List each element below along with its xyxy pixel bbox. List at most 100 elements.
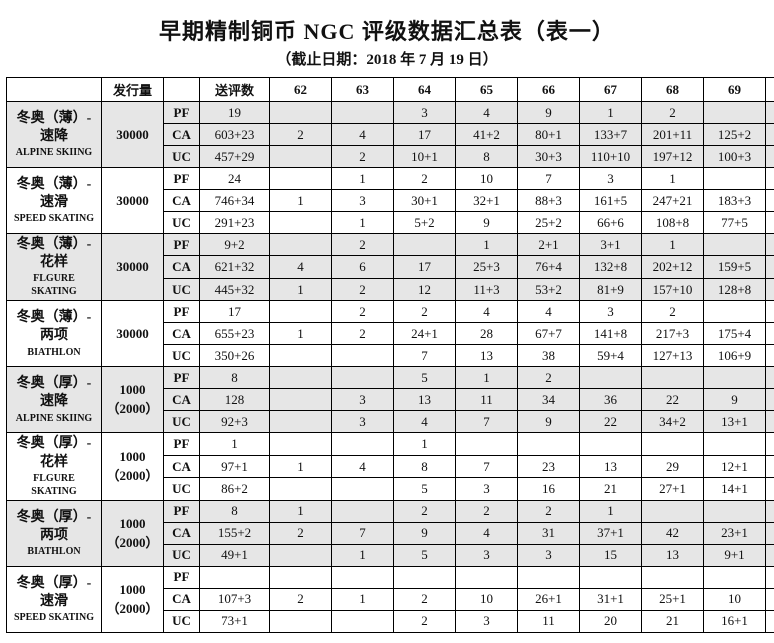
grade-value-cell-63: 4 xyxy=(332,455,394,477)
grade-value-cell-64: 5+2 xyxy=(394,212,456,234)
grade-value-cell-67: 22 xyxy=(580,411,642,433)
grade-value-cell-66: 2 xyxy=(518,367,580,389)
grade-value-cell-67: 110+10 xyxy=(580,146,642,168)
grade-value-cell-69: 9 xyxy=(704,389,766,411)
grade-type-cell: UC xyxy=(164,478,200,500)
grade-type-cell: UC xyxy=(164,345,200,367)
grade-value-cell-68: 217+3 xyxy=(642,323,704,345)
header-grade-67: 67 xyxy=(580,78,642,102)
grade-value-cell-65: 7 xyxy=(456,411,518,433)
grade-value-cell-66: 7 xyxy=(518,168,580,190)
grade-value-cell-66: 3 xyxy=(518,544,580,566)
grade-value-cell-62 xyxy=(270,234,332,256)
grade-type-cell: CA xyxy=(164,323,200,345)
grade-value-cell-68: 2 xyxy=(642,102,704,124)
submit-count-cell: 9+2 xyxy=(200,234,270,256)
grade-value-cell-62 xyxy=(270,610,332,632)
header-submit: 送评数 xyxy=(200,78,270,102)
grade-value-cell-68 xyxy=(642,500,704,522)
submit-count-cell: 19 xyxy=(200,102,270,124)
submit-count-cell: 17 xyxy=(200,301,270,323)
submit-count-cell: 746+34 xyxy=(200,190,270,212)
submit-count-cell: 107+3 xyxy=(200,588,270,610)
grade-value-cell-68: 29 xyxy=(642,455,704,477)
grade-value-cell-65 xyxy=(456,566,518,588)
grade-value-cell-68: 108+8 xyxy=(642,212,704,234)
grade-value-cell-66: 16 xyxy=(518,478,580,500)
grade-value-cell-70 xyxy=(766,168,774,190)
grade-value-cell-67: 59+4 xyxy=(580,345,642,367)
grade-type-cell: UC xyxy=(164,146,200,168)
grade-value-cell-63: 2 xyxy=(332,301,394,323)
grade-type-cell: PF xyxy=(164,301,200,323)
issue-quantity-cell: 30000 xyxy=(102,102,164,168)
grade-type-cell: CA xyxy=(164,389,200,411)
grade-value-cell-65: 32+1 xyxy=(456,190,518,212)
grade-value-cell-66: 9 xyxy=(518,411,580,433)
grade-type-cell: UC xyxy=(164,278,200,300)
grade-value-cell-66 xyxy=(518,433,580,455)
event-name-en: ALPINE SKIING xyxy=(11,412,97,425)
issue-quantity-cell: 1000（2000） xyxy=(102,433,164,500)
grade-value-cell-63 xyxy=(332,500,394,522)
grade-value-cell-64: 13 xyxy=(394,389,456,411)
grade-value-cell-70 xyxy=(766,455,774,477)
grade-value-cell-62 xyxy=(270,212,332,234)
grade-value-cell-66: 23 xyxy=(518,455,580,477)
grade-value-cell-68: 21 xyxy=(642,610,704,632)
grade-value-cell-63 xyxy=(332,566,394,588)
grade-value-cell-67 xyxy=(580,367,642,389)
grade-value-cell-65: 11 xyxy=(456,389,518,411)
grade-value-cell-70 xyxy=(766,367,774,389)
submit-count-cell: 155+2 xyxy=(200,522,270,544)
grade-value-cell-66: 4 xyxy=(518,301,580,323)
grade-value-cell-64: 5 xyxy=(394,478,456,500)
grade-value-cell-64: 4 xyxy=(394,411,456,433)
grade-type-cell: CA xyxy=(164,588,200,610)
grade-value-cell-62 xyxy=(270,411,332,433)
grade-value-cell-69: 106+9 xyxy=(704,345,766,367)
grade-value-cell-69 xyxy=(704,301,766,323)
grade-value-cell-65: 8 xyxy=(456,146,518,168)
event-name-cn: 冬奥（厚）-花样 xyxy=(11,435,97,471)
grade-value-cell-69: 175+4 xyxy=(704,323,766,345)
grade-value-cell-63: 2 xyxy=(332,278,394,300)
grade-value-cell-64: 8 xyxy=(394,455,456,477)
header-grade-64: 64 xyxy=(394,78,456,102)
grade-value-cell-63 xyxy=(332,345,394,367)
header-grade-62: 62 xyxy=(270,78,332,102)
grade-value-cell-63: 1 xyxy=(332,588,394,610)
grade-value-cell-68 xyxy=(642,566,704,588)
event-name-cn: 冬奥（薄）-花样 xyxy=(11,236,97,272)
grade-type-cell: PF xyxy=(164,433,200,455)
grade-value-cell-67: 15 xyxy=(580,544,642,566)
grade-value-cell-66: 31 xyxy=(518,522,580,544)
header-grade-69: 69 xyxy=(704,78,766,102)
grade-value-cell-67: 13 xyxy=(580,455,642,477)
event-name-en: FLGURE SKATING xyxy=(11,272,97,298)
event-name-cn: 冬奥（厚）-两项 xyxy=(11,509,97,545)
grade-value-cell-66: 11 xyxy=(518,610,580,632)
grade-value-cell-66: 2+1 xyxy=(518,234,580,256)
grade-value-cell-67: 66+6 xyxy=(580,212,642,234)
grade-value-cell-65: 10 xyxy=(456,168,518,190)
grade-value-cell-63: 1 xyxy=(332,544,394,566)
grade-value-cell-65: 3 xyxy=(456,610,518,632)
grade-value-cell-64: 24+1 xyxy=(394,323,456,345)
event-name-en: ALPINE SKIING xyxy=(11,146,97,159)
grade-value-cell-67 xyxy=(580,433,642,455)
grade-value-cell-69 xyxy=(704,168,766,190)
grade-value-cell-69 xyxy=(704,433,766,455)
grade-value-cell-70 xyxy=(766,102,774,124)
grade-value-cell-66: 25+2 xyxy=(518,212,580,234)
grade-value-cell-70 xyxy=(766,212,774,234)
event-name-cn: 冬奥（薄）-速降 xyxy=(11,110,97,146)
grade-value-cell-65: 13 xyxy=(456,345,518,367)
grade-value-cell-64: 7 xyxy=(394,345,456,367)
grade-value-cell-69: 159+5 xyxy=(704,256,766,278)
